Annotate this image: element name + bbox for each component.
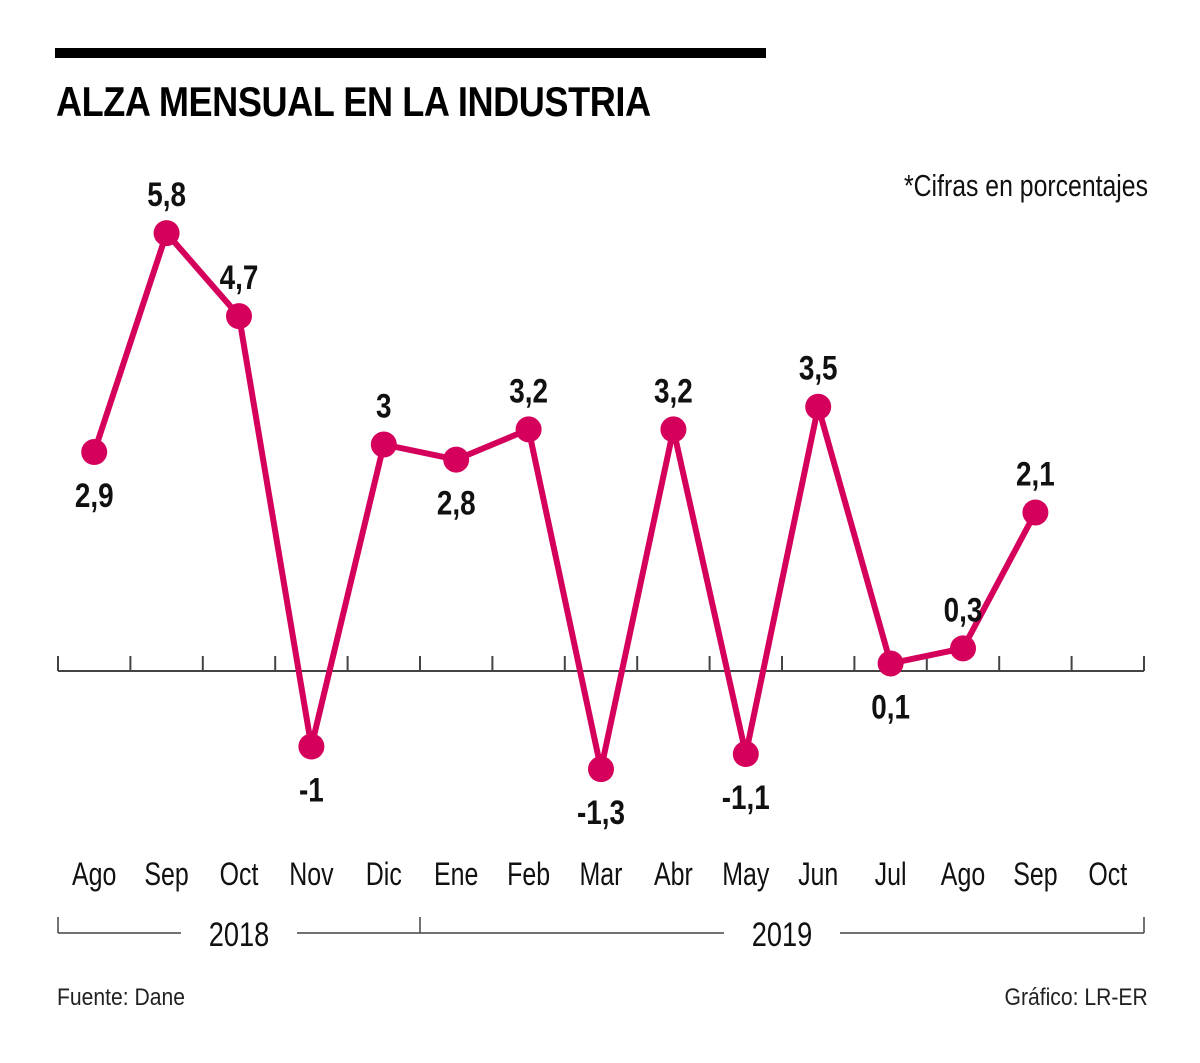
data-label: 2,9 xyxy=(75,476,114,514)
x-tick-label: Ago xyxy=(941,857,985,893)
data-label: -1,3 xyxy=(577,794,625,832)
x-axis xyxy=(57,656,1145,672)
data-point xyxy=(950,635,976,662)
data-label: 3 xyxy=(376,387,392,425)
credit-note: Gráfico: LR-ER xyxy=(1004,984,1148,1011)
data-point xyxy=(298,733,325,760)
x-tick-label: Jun xyxy=(798,857,838,893)
data-point xyxy=(226,303,252,330)
x-tick-label: Sep xyxy=(144,857,188,893)
data-point xyxy=(1022,499,1049,526)
data-labels: 2,9 5,8 4,7 -1 3 2,8 3,2 -1,3 3,2 -1,1 3,5 0,1 0,3 2,… xyxy=(75,175,1055,831)
data-label: 4,7 xyxy=(220,259,259,297)
data-label: 3,5 xyxy=(799,349,838,387)
x-tick-label: Abr xyxy=(654,857,693,893)
x-tick-label: Nov xyxy=(289,857,334,893)
data-point xyxy=(588,756,614,783)
series-line xyxy=(91,230,1039,773)
series-line-group xyxy=(91,230,1039,773)
year-brackets: 2018 2019 xyxy=(57,915,1145,954)
data-point xyxy=(805,393,832,420)
data-label: -1 xyxy=(299,771,324,809)
data-point xyxy=(515,416,542,443)
x-tick-label: Ago xyxy=(72,857,116,893)
data-label: 0,3 xyxy=(944,591,983,629)
title-rule xyxy=(55,48,766,58)
x-tick-label: Feb xyxy=(507,857,550,893)
data-point xyxy=(153,220,180,247)
source-note: Fuente: Dane xyxy=(57,984,185,1011)
x-tick-label: Oct xyxy=(220,857,259,893)
data-label: 5,8 xyxy=(147,175,186,213)
x-tick-label: Sep xyxy=(1013,857,1057,893)
data-points xyxy=(81,220,1049,783)
data-point xyxy=(370,431,397,458)
data-label: 3,2 xyxy=(654,372,693,410)
data-label: 3,2 xyxy=(509,372,548,410)
data-point xyxy=(81,439,108,466)
year-label: 2019 xyxy=(752,915,812,954)
x-tick-label: May xyxy=(722,857,770,893)
month-tick-labels: Ago Sep Oct Nov Dic Ene Feb Mar Abr May Jun Jul Ago S… xyxy=(72,857,1127,893)
x-tick-label: Dic xyxy=(366,857,402,893)
data-label: 2,8 xyxy=(437,484,476,522)
year-label: 2018 xyxy=(209,915,269,954)
x-tick-label: Mar xyxy=(580,857,623,893)
units-note: *Cifras en porcentajes xyxy=(904,168,1148,203)
data-point xyxy=(660,416,687,443)
x-tick-label: Oct xyxy=(1088,857,1127,893)
x-tick-label: Ene xyxy=(434,857,478,893)
data-label: -1,1 xyxy=(722,778,770,816)
data-label: 0,1 xyxy=(871,688,910,726)
chart-title: ALZA MENSUAL EN LA INDUSTRIA xyxy=(56,78,651,125)
data-point xyxy=(443,446,470,473)
data-point xyxy=(732,741,759,768)
data-label: 2,1 xyxy=(1016,455,1055,493)
x-tick-label: Jul xyxy=(875,857,907,893)
data-point xyxy=(877,650,904,677)
